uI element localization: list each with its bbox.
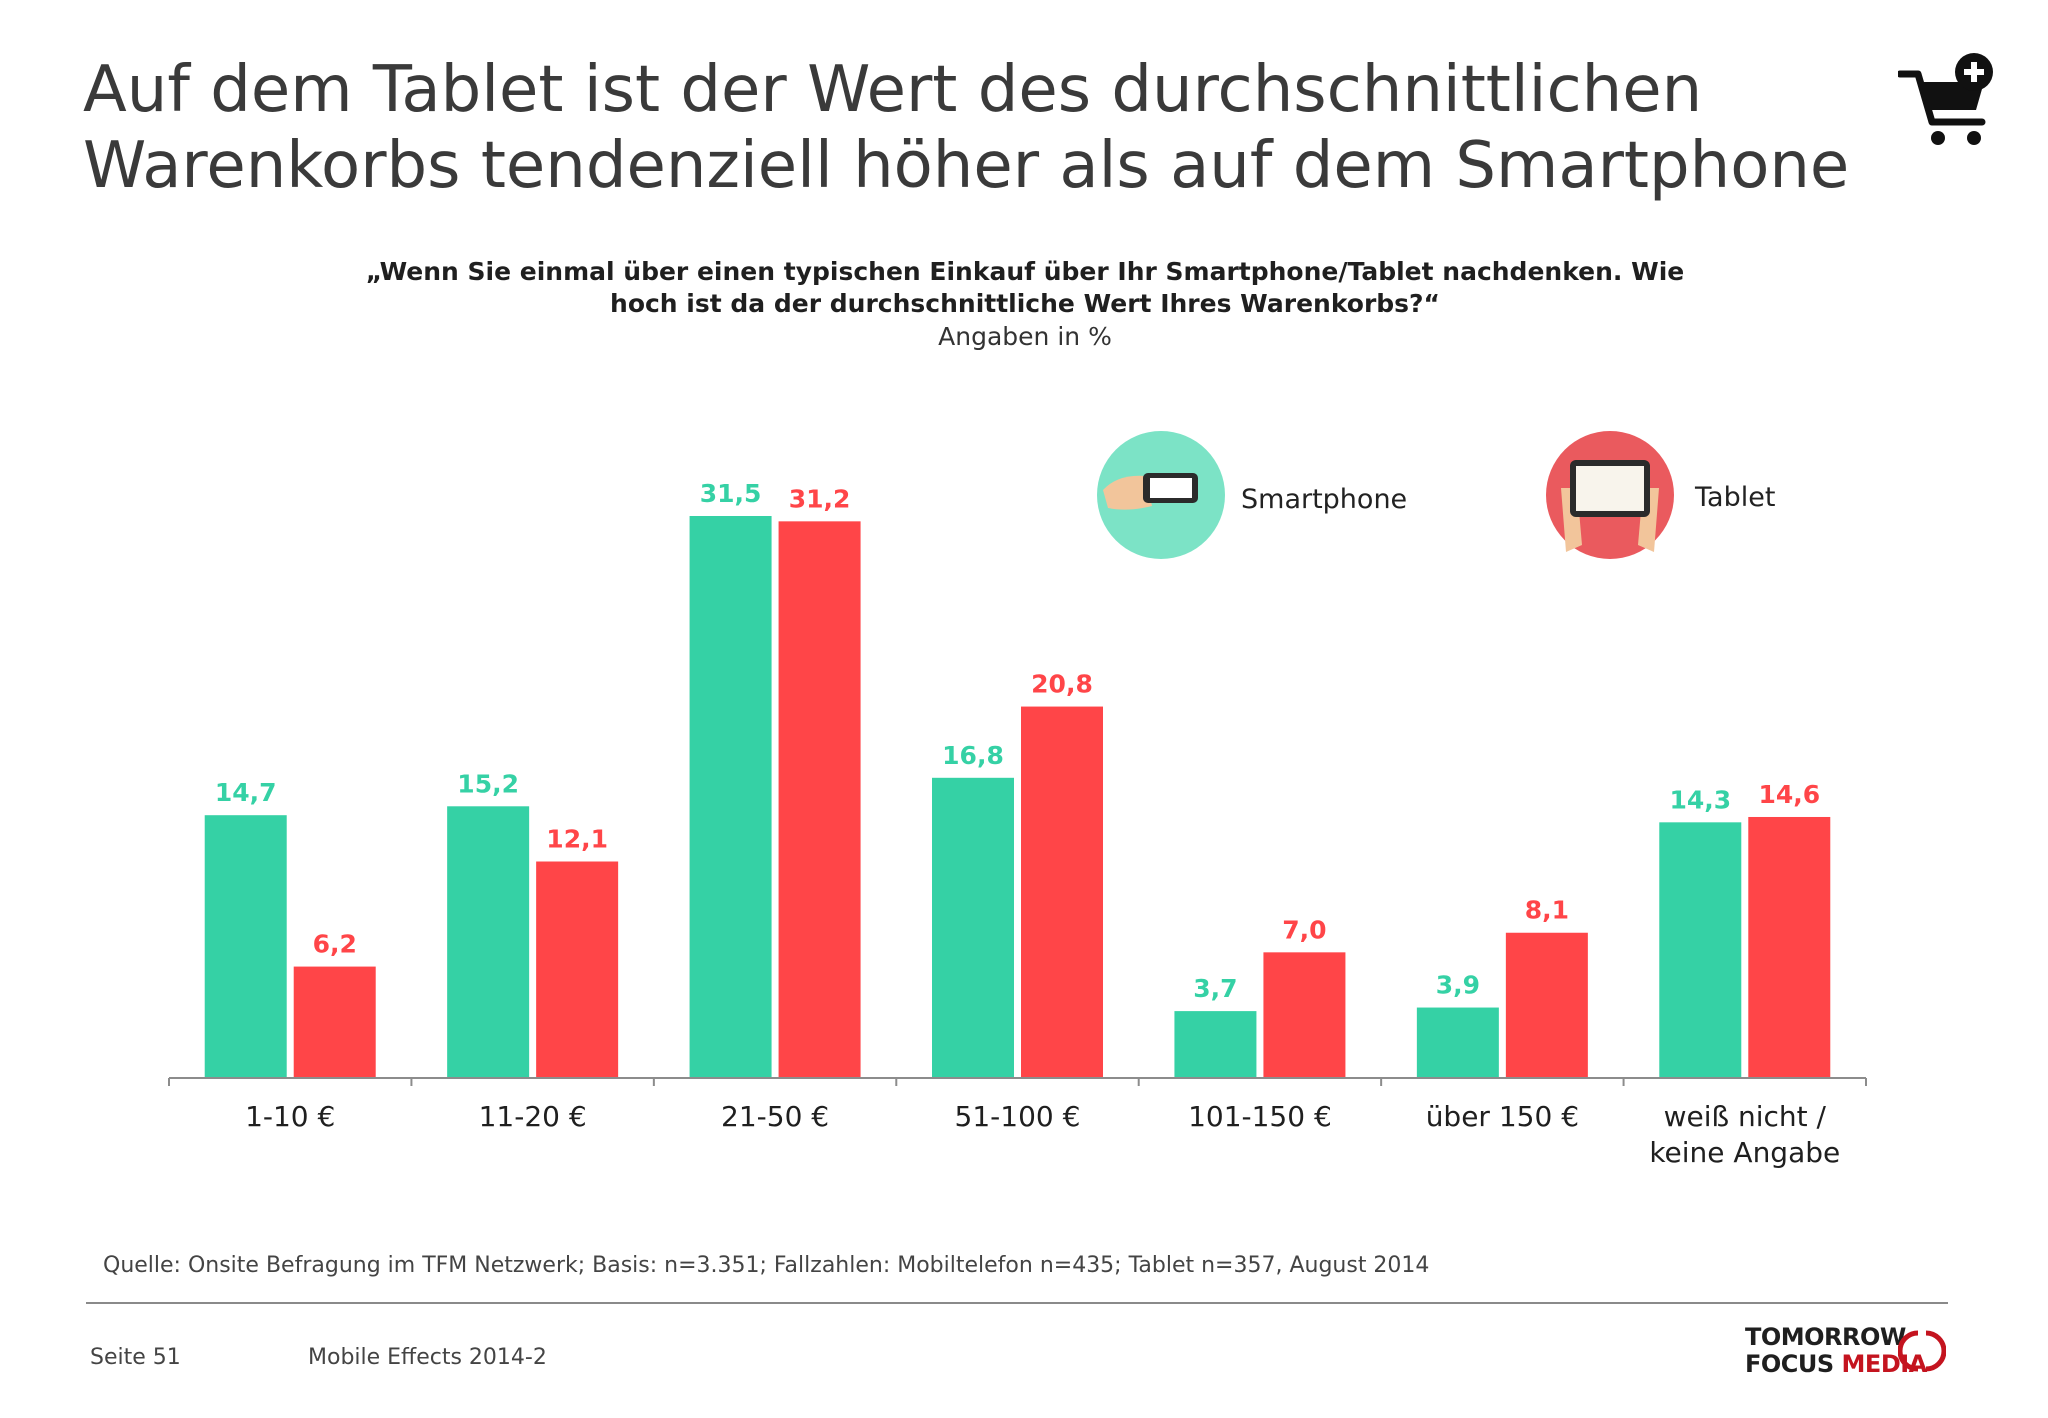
legend-label-smartphone: Smartphone <box>1241 484 1408 515</box>
data-label-tablet: 7,0 <box>1282 915 1326 944</box>
document-title: Mobile Effects 2014-2 <box>308 1345 547 1370</box>
x-tick-label: 11-20 € <box>479 1100 587 1133</box>
brand-ring-icon <box>1898 1330 1946 1372</box>
x-axis-labels: 1-10 € 11-20 € 21-50 € 51-100 € 101-150 € übe… <box>245 1100 1840 1169</box>
data-label-smartphone: 31,5 <box>700 479 762 508</box>
data-label-tablet: 20,8 <box>1031 670 1093 699</box>
data-label-smartphone: 14,3 <box>1669 785 1731 814</box>
legend-smartphone <box>1097 431 1225 559</box>
brand-logo-line-2: FOCUS MEDIA <box>1745 1350 1927 1378</box>
bar-tablet <box>536 861 619 1077</box>
hands-holding-tablet-icon <box>1561 460 1659 552</box>
page-title: Auf dem Tablet ist der Wert des durchsch… <box>83 52 1863 204</box>
data-label-tablet: 8,1 <box>1525 896 1569 925</box>
bar-smartphone <box>1659 822 1742 1077</box>
x-tick-label: 21-50 € <box>721 1100 829 1133</box>
bar-tablet <box>1748 816 1831 1077</box>
bar-smartphone <box>1174 1011 1257 1077</box>
bar-smartphone <box>447 806 530 1077</box>
data-label-smartphone: 14,7 <box>215 778 277 807</box>
bar-tablet <box>778 521 861 1077</box>
footer-divider <box>86 1302 1948 1304</box>
bar-tablet <box>1263 952 1346 1077</box>
bar-smartphone <box>1416 1007 1499 1077</box>
data-label-smartphone: 16,8 <box>942 741 1004 770</box>
hand-holding-smartphone-icon <box>1103 473 1198 510</box>
data-label-smartphone: 3,9 <box>1436 971 1480 1000</box>
bar-smartphone <box>689 516 772 1077</box>
data-label-tablet: 12,1 <box>546 825 608 854</box>
data-label-tablet: 31,2 <box>789 484 851 513</box>
legend-tablet <box>1546 431 1674 559</box>
brand-logo-media: MEDIA <box>1841 1350 1928 1378</box>
data-label-smartphone: 3,7 <box>1193 974 1237 1003</box>
x-tick-label: keine Angabe <box>1649 1136 1840 1169</box>
brand-logo: TOMORROW FOCUS MEDIA <box>1745 1323 1955 1379</box>
data-label-tablet: 14,6 <box>1758 780 1820 809</box>
x-tick-label: 101-150 € <box>1188 1100 1332 1133</box>
x-tick-label: 1-10 € <box>245 1100 335 1133</box>
data-label-smartphone: 15,2 <box>457 769 519 798</box>
axis-ticks <box>168 1078 1867 1086</box>
survey-question-line-2: hoch ist da der durchschnittliche Wert I… <box>610 289 1440 318</box>
x-tick-label: über 150 € <box>1426 1100 1579 1133</box>
survey-question: „Wenn Sie einmal über einen typischen Ei… <box>250 256 1800 320</box>
x-tick-label: weiß nicht / <box>1664 1100 1827 1133</box>
page-number: Seite 51 <box>90 1345 181 1370</box>
page-title-line-2: Warenkorbs tendenziell höher als auf dem… <box>83 129 1850 203</box>
unit-note: Angaben in % <box>938 322 1112 351</box>
data-label-tablet: 6,2 <box>313 930 357 959</box>
x-tick-label: 51-100 € <box>955 1100 1081 1133</box>
legend-label-tablet: Tablet <box>1695 482 1776 513</box>
bar-tablet <box>1505 932 1588 1077</box>
brand-logo-focus: FOCUS <box>1745 1350 1842 1378</box>
shopping-cart-add-icon <box>1898 53 1993 145</box>
page-title-line-1: Auf dem Tablet ist der Wert des durchsch… <box>83 53 1703 127</box>
bar-tablet <box>1021 706 1103 1077</box>
bar-smartphone <box>932 777 1014 1077</box>
source-note: Quelle: Onsite Befragung im TFM Netzwerk… <box>103 1253 1430 1278</box>
brand-logo-line-1: TOMORROW <box>1745 1323 1906 1351</box>
bar-group: 14,7 6,2 15,2 12,1 31,5 31,2 16,8 20,8 3,7 7,0 3,9… <box>204 479 1831 1077</box>
bar-tablet <box>293 966 376 1077</box>
survey-question-line-1: „Wenn Sie einmal über einen typischen Ei… <box>365 257 1685 286</box>
bar-smartphone <box>204 815 287 1077</box>
